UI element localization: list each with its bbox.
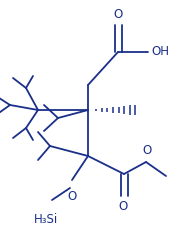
Text: H₃Si: H₃Si <box>34 213 58 226</box>
Text: O: O <box>142 144 152 157</box>
Text: O: O <box>113 8 123 21</box>
Text: O: O <box>118 200 128 213</box>
Text: O: O <box>67 190 77 203</box>
Text: OH: OH <box>151 45 169 59</box>
